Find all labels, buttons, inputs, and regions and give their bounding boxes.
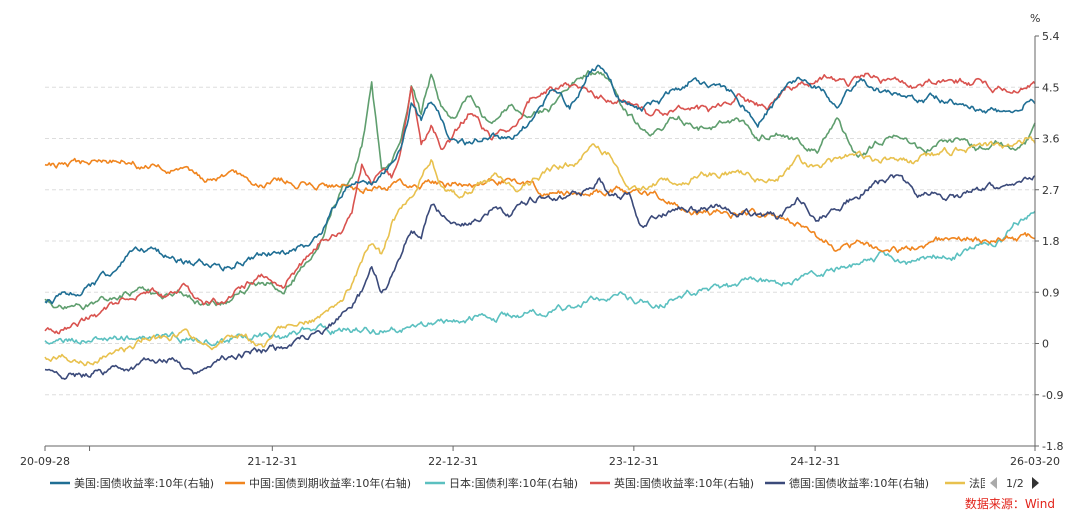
x-tick-label: 21-12-31: [247, 455, 297, 468]
legend-item-label: 美国:国债收益率:10年(右轴): [74, 476, 214, 490]
series-line: [44, 72, 1036, 335]
legend-prev-arrow-icon[interactable]: [990, 477, 997, 489]
y-tick-label: -1.8: [1042, 440, 1063, 453]
y-tick-label: 5.4: [1042, 30, 1060, 43]
legend-item-label: 德国:国债收益率:10年(右轴): [789, 476, 929, 490]
legend-page-indicator: 1/2: [1006, 477, 1024, 490]
y-tick-label: 2.7: [1042, 184, 1060, 197]
axes: % 20-09-28 21-12-31 22-12-31 23-12-31 24-12-…: [20, 12, 1060, 468]
legend-item-label: 法国:国债收益率:10年(右轴): [969, 476, 1080, 490]
series-line: [44, 64, 1036, 305]
y-unit-label: %: [1030, 12, 1040, 25]
x-tick-label: 23-12-31: [609, 455, 659, 468]
legend-item-label: 日本:国债利率:10年(右轴): [449, 476, 578, 490]
series-line: [44, 174, 1036, 380]
y-tick-label: 4.5: [1042, 81, 1060, 94]
grid-lines: 5.4 4.5 3.6 2.7 1.8 0.9 0 -0.9 -1.8: [45, 30, 1063, 453]
legend: 美国:国债收益率:10年(右轴) 中国:国债到期收益率:10年(右轴) 日本:国债利…: [50, 476, 1080, 490]
legend-item-label: 英国:国债收益率:10年(右轴): [614, 476, 754, 490]
y-tick-label: -0.9: [1042, 389, 1063, 402]
y-tick-label: 0.9: [1042, 286, 1060, 299]
series-lines: [44, 64, 1036, 380]
series-line: [44, 210, 1036, 347]
x-tick-label: 26-03-20: [1010, 455, 1060, 468]
y-tick-label: 1.8: [1042, 235, 1060, 248]
data-source-note: 数据来源：Wind: [965, 496, 1055, 511]
x-tick-label: 24-12-31: [790, 455, 840, 468]
y-tick-label: 3.6: [1042, 133, 1060, 146]
y-tick-label: 0: [1042, 338, 1049, 351]
x-tick-label: 22-12-31: [428, 455, 478, 468]
legend-pager: 1/2: [990, 477, 1039, 490]
legend-item-label: 中国:国债到期收益率:10年(右轴): [249, 476, 411, 490]
series-line: [44, 136, 1036, 367]
x-tick-label: 20-09-28: [20, 455, 70, 468]
series-line: [44, 157, 1036, 254]
legend-next-arrow-icon[interactable]: [1032, 477, 1039, 489]
